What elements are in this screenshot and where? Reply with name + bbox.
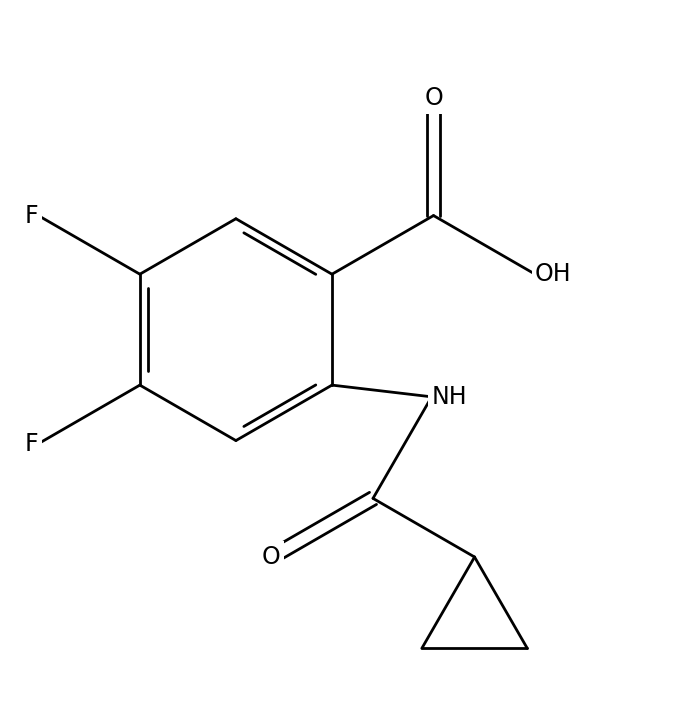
Text: NH: NH xyxy=(432,385,468,409)
Text: OH: OH xyxy=(535,262,572,286)
Text: O: O xyxy=(424,87,443,110)
Text: F: F xyxy=(25,432,38,456)
Text: F: F xyxy=(25,204,38,228)
Text: O: O xyxy=(262,545,281,569)
